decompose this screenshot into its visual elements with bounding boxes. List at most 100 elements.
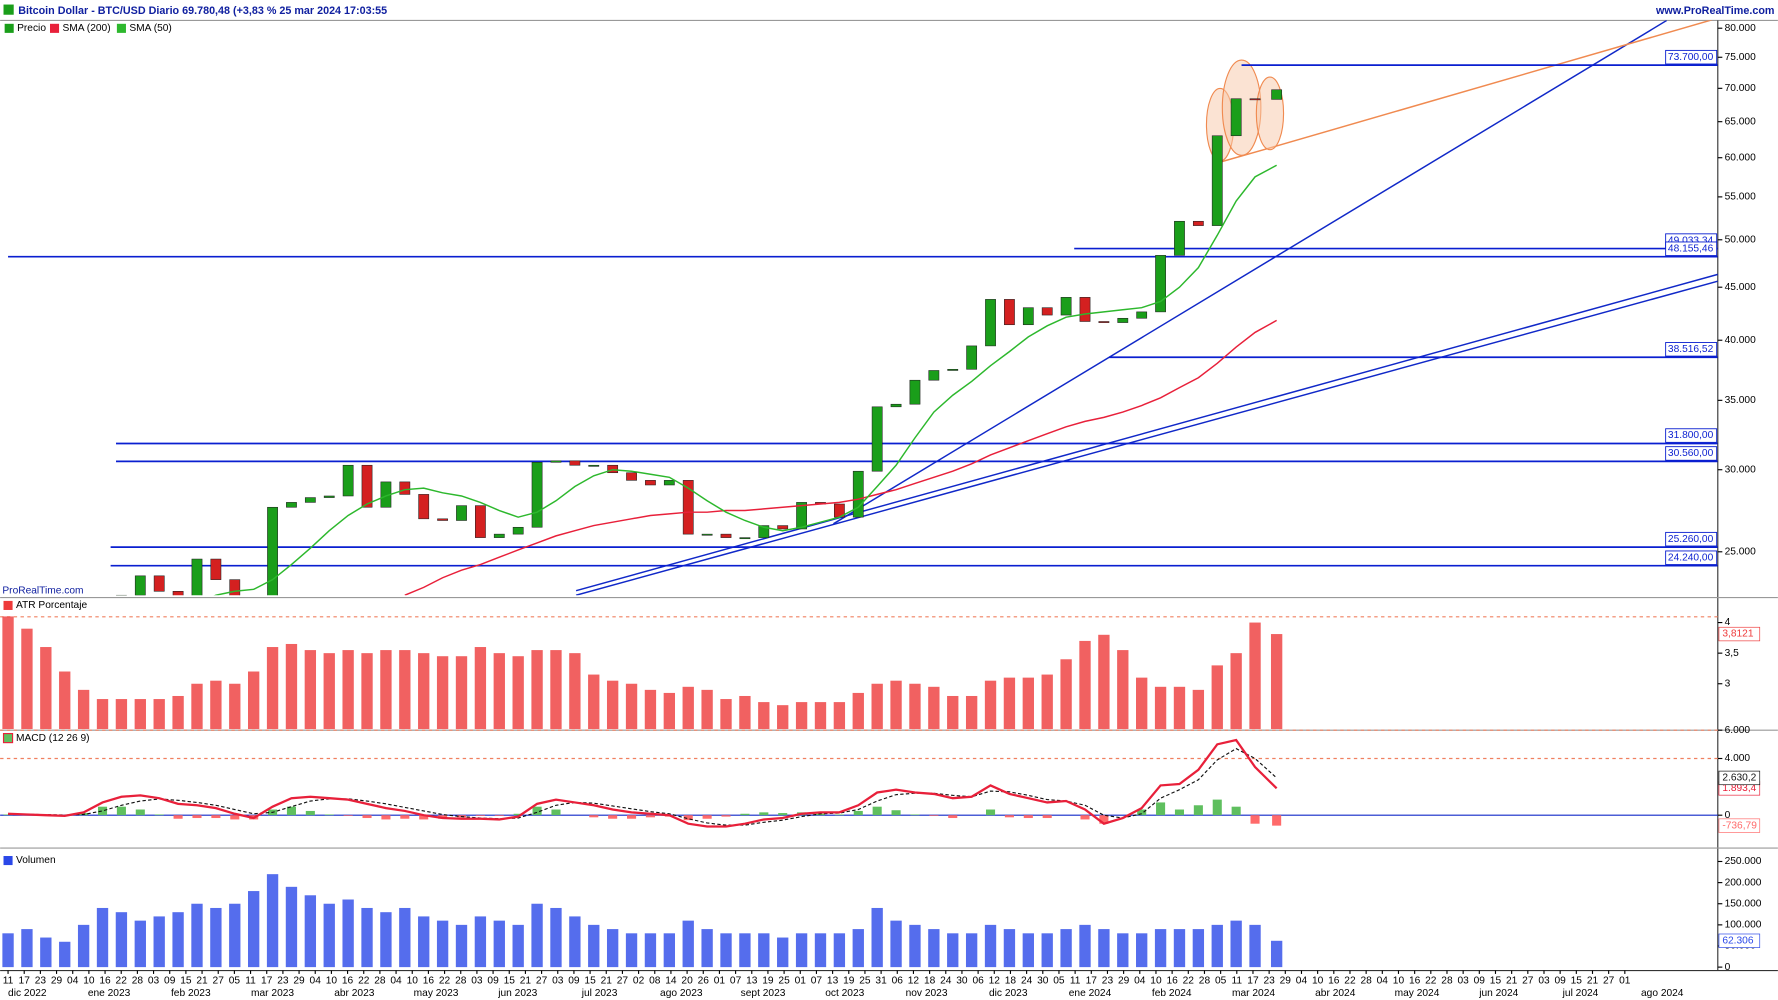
bar xyxy=(531,903,543,968)
x-tick-label: 21 xyxy=(601,975,613,986)
x-tick-label: 11 xyxy=(1070,975,1081,986)
bar xyxy=(550,907,562,968)
candle xyxy=(399,481,411,495)
y-tick-label: 150.000 xyxy=(1725,898,1762,909)
bar xyxy=(1192,929,1205,968)
value-label-box xyxy=(1718,626,1761,642)
level-label-box xyxy=(1665,428,1718,443)
bar xyxy=(644,933,657,968)
bar xyxy=(2,933,14,968)
x-tick-label: 28 xyxy=(132,975,144,986)
y-tick-label: 60.000 xyxy=(1725,152,1756,163)
x-tick-label: 21 xyxy=(196,975,208,986)
histogram-bar xyxy=(513,813,523,816)
bar xyxy=(871,683,883,730)
level-label: 49.033,34 xyxy=(1668,235,1714,246)
x-tick-label: 12 xyxy=(908,975,920,986)
bar xyxy=(701,689,713,730)
bar xyxy=(701,929,713,968)
candle xyxy=(682,480,694,535)
bar xyxy=(172,912,184,968)
candle xyxy=(663,480,675,486)
histogram-bar xyxy=(1174,809,1185,816)
bar xyxy=(947,933,959,968)
month-label: oct 2023 xyxy=(825,988,864,999)
bar xyxy=(493,920,505,968)
bar xyxy=(720,933,732,968)
x-tick-label: 27 xyxy=(536,975,548,986)
histogram-bar xyxy=(702,815,712,819)
x-tick-label: 16 xyxy=(1328,975,1340,986)
bar xyxy=(266,647,279,730)
bar xyxy=(455,656,468,730)
legend-label: SMA (50) xyxy=(129,23,171,34)
histogram-bar xyxy=(324,814,334,816)
bar xyxy=(455,924,468,968)
candle xyxy=(1155,255,1166,313)
bar xyxy=(531,650,543,730)
histogram-bar xyxy=(532,806,542,816)
y-tick-label: 75.000 xyxy=(1725,52,1756,63)
value-label-box xyxy=(1718,818,1761,833)
legend-label: SMA (200) xyxy=(62,23,110,34)
x-tick-label: 04 xyxy=(1134,975,1146,986)
bar xyxy=(984,924,997,968)
x-tick-label: 15 xyxy=(1490,975,1502,986)
bar xyxy=(871,907,883,968)
histogram-bar xyxy=(135,809,145,816)
candle xyxy=(153,575,165,592)
bar xyxy=(2,616,14,730)
bar xyxy=(380,912,392,968)
y-tick-label: 40.000 xyxy=(1725,335,1756,346)
bar xyxy=(550,650,562,730)
bar xyxy=(266,874,279,968)
bar xyxy=(833,933,846,968)
bar xyxy=(474,647,487,730)
bar xyxy=(739,933,751,968)
x-tick-label: 27 xyxy=(1522,975,1534,986)
x-tick-label: 13 xyxy=(746,975,758,986)
histogram-bar xyxy=(1250,815,1260,824)
month-label: abr 2023 xyxy=(334,988,375,999)
x-tick-label: 08 xyxy=(649,975,661,986)
x-tick-label: 15 xyxy=(584,975,596,986)
bar xyxy=(153,699,165,730)
histogram-bar xyxy=(419,815,429,820)
panel-title: MACD (12 26 9) xyxy=(16,733,90,744)
watermark: ProRealTime.com xyxy=(2,585,83,596)
bar xyxy=(1117,650,1129,730)
histogram-bar xyxy=(1004,815,1014,818)
candle xyxy=(437,518,448,521)
x-tick-label: 02 xyxy=(633,975,645,986)
y-tick-label: 25.000 xyxy=(1725,546,1756,557)
x-tick-label: 22 xyxy=(1183,975,1195,986)
histogram-bar xyxy=(362,815,372,819)
value-label: -736,79 xyxy=(1722,820,1757,831)
bar xyxy=(361,653,373,730)
bar xyxy=(285,886,298,968)
x-tick-label: 06 xyxy=(892,975,904,986)
bar xyxy=(380,650,392,730)
panel-icon xyxy=(3,600,13,610)
x-tick-label: 23 xyxy=(277,975,289,986)
y-tick-label: 4 xyxy=(1725,617,1731,628)
x-tick-label: 15 xyxy=(1571,975,1583,986)
histogram-bar xyxy=(627,815,637,819)
source-link[interactable]: www.ProRealTime.com xyxy=(1655,5,1774,17)
level-label-box xyxy=(1665,241,1718,257)
histogram-bar xyxy=(173,815,183,819)
bar xyxy=(644,689,657,730)
price-plot xyxy=(8,64,1718,596)
month-label: jun 2024 xyxy=(1478,988,1518,999)
bar xyxy=(1003,929,1016,968)
x-tick-label: 06 xyxy=(972,975,984,986)
bar xyxy=(418,653,430,730)
histogram-bar xyxy=(1231,806,1241,816)
candle xyxy=(966,345,978,370)
y-tick-label: 4.000 xyxy=(1725,753,1751,764)
level-label-box xyxy=(1665,342,1718,357)
bar xyxy=(1041,674,1053,730)
value-label-box xyxy=(1718,770,1761,786)
x-tick-label: 29 xyxy=(1280,975,1292,986)
x-tick-label: 20 xyxy=(681,975,693,986)
